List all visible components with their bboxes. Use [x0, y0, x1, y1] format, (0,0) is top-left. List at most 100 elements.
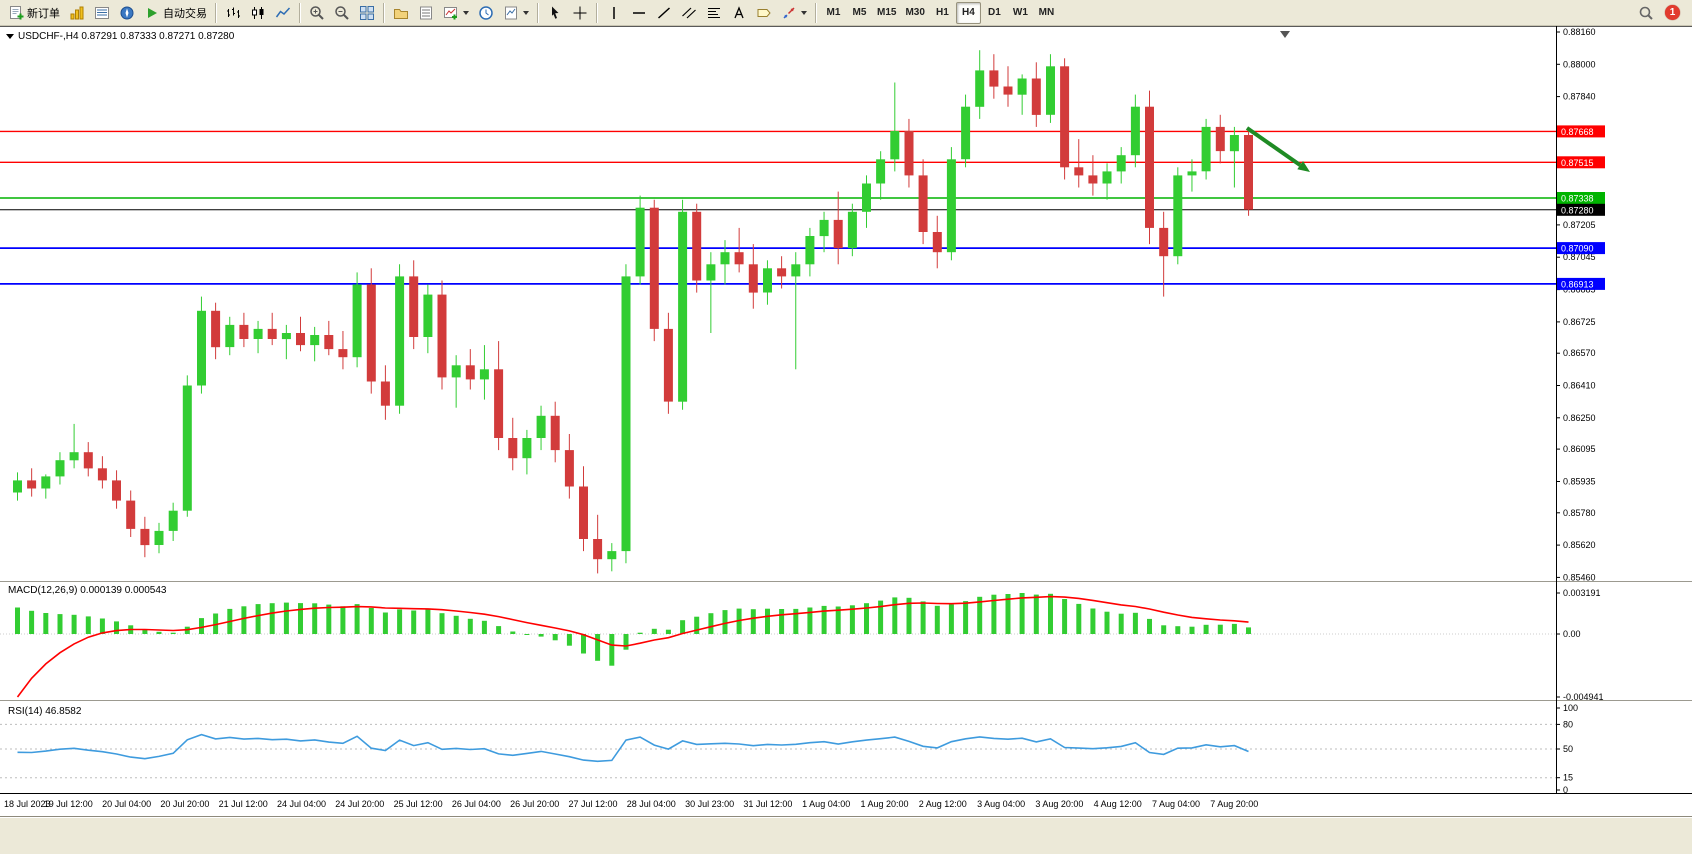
- macd-histogram-bar: [99, 618, 105, 634]
- fibonacci-icon: [708, 7, 720, 18]
- timeframe-button-m30[interactable]: M30: [901, 2, 928, 24]
- price-badge-label: 0.86913: [1561, 279, 1594, 289]
- pane-separator[interactable]: [0, 582, 1692, 583]
- chart-window[interactable]: 0.881600.880000.878400.872050.870450.868…: [0, 26, 1692, 818]
- price-badge-0.87338[interactable]: [1557, 192, 1605, 204]
- candle-body: [1102, 171, 1112, 184]
- candle-body: [182, 385, 192, 511]
- line-chart-button[interactable]: [271, 2, 295, 24]
- vertical-line-button[interactable]: [602, 2, 626, 24]
- auto-trading-button[interactable]: 自动交易: [140, 2, 211, 24]
- chart-canvas[interactable]: 0.881600.880000.878400.872050.870450.868…: [0, 26, 1692, 818]
- candle-body: [550, 415, 560, 451]
- zoom-out-button[interactable]: [330, 2, 354, 24]
- timeframe-button-mn[interactable]: MN: [1034, 2, 1059, 24]
- timeframe-button-d1[interactable]: D1: [982, 2, 1007, 24]
- pane-separator[interactable]: [0, 581, 1692, 582]
- macd-histogram-bar: [1005, 594, 1011, 634]
- price-axis-label: 0.85460: [1563, 572, 1596, 582]
- macd-histogram-bar: [382, 612, 388, 634]
- candle-body: [918, 175, 928, 232]
- candle-body: [338, 349, 348, 358]
- data-window-button[interactable]: [414, 2, 438, 24]
- text-button[interactable]: [727, 2, 751, 24]
- timeframe-button-h4[interactable]: H4: [955, 1, 981, 24]
- price-badge-0.87515[interactable]: [1557, 156, 1605, 169]
- candle-body: [126, 500, 136, 529]
- templates-button[interactable]: [499, 2, 533, 24]
- macd-histogram-bar: [481, 620, 487, 634]
- search-button[interactable]: [1634, 2, 1658, 24]
- new-chart-button[interactable]: [439, 2, 473, 24]
- timeframe-button-m1[interactable]: M1: [821, 2, 846, 24]
- price-badge-0.87090[interactable]: [1557, 242, 1605, 255]
- period-button[interactable]: [474, 2, 498, 24]
- zoom-in-icon: [310, 5, 324, 20]
- tile-windows-button[interactable]: [355, 2, 379, 24]
- pane-separator[interactable]: [0, 700, 1692, 701]
- timeframe-button-h1[interactable]: H1: [930, 2, 955, 24]
- chart-shift-marker-icon[interactable]: [1280, 31, 1290, 38]
- timeframe-button-w1[interactable]: W1: [1008, 2, 1033, 24]
- price-axis-label: 0.85935: [1563, 477, 1596, 487]
- market-watch-button[interactable]: [90, 2, 114, 24]
- price-axis-label: 0.87840: [1563, 92, 1596, 102]
- macd-histogram-bar: [340, 606, 346, 634]
- trendline-button[interactable]: [652, 2, 676, 24]
- horizontal-line-button[interactable]: [627, 2, 651, 24]
- chart-menu-triangle-icon[interactable]: [6, 34, 14, 39]
- candle-body: [83, 452, 93, 469]
- candle-body: [366, 284, 376, 382]
- candle-body: [13, 480, 22, 493]
- rsi-axis-label: 100: [1563, 703, 1578, 713]
- macd-histogram-bar: [1189, 626, 1195, 634]
- candle-body: [579, 486, 588, 539]
- price-badge-label: 0.87515: [1561, 158, 1594, 168]
- cursor-button[interactable]: [543, 2, 567, 24]
- label-button[interactable]: [752, 2, 776, 24]
- trend-arrow[interactable]: [1245, 126, 1302, 167]
- ohlc-bars-icon: [227, 7, 240, 18]
- candle-body: [479, 369, 489, 380]
- chart-plot-area[interactable]: [0, 26, 1692, 794]
- price-badge-0.86913[interactable]: [1557, 277, 1605, 290]
- candle-body: [296, 333, 305, 346]
- candle-body: [465, 365, 475, 380]
- navigator-button[interactable]: [115, 2, 139, 24]
- charts-button[interactable]: [65, 2, 89, 24]
- time-axis-label: 27 Jul 12:00: [568, 799, 617, 809]
- arrows-button[interactable]: [777, 2, 811, 24]
- price-badge-0.87280[interactable]: [1557, 203, 1605, 216]
- macd-histogram-bar: [1076, 603, 1082, 634]
- channel-button[interactable]: [677, 2, 701, 24]
- price-badge-0.87668[interactable]: [1557, 125, 1605, 138]
- timeframe-button-m5[interactable]: M5: [847, 2, 872, 24]
- new-order-button[interactable]: 新订单: [4, 2, 64, 24]
- macd-axis-label: -0.004941: [1563, 692, 1604, 702]
- macd-label: MACD(12,26,9) 0.000139 0.000543: [8, 585, 167, 596]
- time-axis[interactable]: [0, 794, 1692, 817]
- candle-body: [904, 131, 914, 176]
- profiles-button[interactable]: [389, 2, 413, 24]
- macd-histogram-bar: [1090, 608, 1096, 634]
- rsi-axis-label: 0: [1563, 785, 1568, 795]
- time-axis-label: 19 Jul 12:00: [44, 799, 93, 809]
- bar-chart-button[interactable]: [221, 2, 245, 24]
- macd-histogram-bar: [1175, 626, 1181, 634]
- crosshair-button[interactable]: [568, 2, 592, 24]
- macd-histogram-bar: [849, 605, 855, 634]
- notification-badge[interactable]: 1: [1665, 5, 1680, 20]
- fibonacci-button[interactable]: [702, 2, 726, 24]
- zoom-in-button[interactable]: [305, 2, 329, 24]
- timeframe-button-m15[interactable]: M15: [873, 2, 900, 24]
- pane-separator[interactable]: [0, 701, 1692, 702]
- macd-histogram-bar: [1104, 611, 1110, 634]
- candle-body: [154, 530, 164, 545]
- candlestick-button[interactable]: [246, 2, 270, 24]
- trendline-icon: [657, 6, 671, 19]
- macd-histogram-bar: [1147, 618, 1152, 634]
- macd-histogram-bar: [1231, 623, 1237, 634]
- candle-body: [763, 268, 772, 293]
- macd-histogram-bar: [57, 614, 63, 634]
- candle-body: [494, 369, 504, 438]
